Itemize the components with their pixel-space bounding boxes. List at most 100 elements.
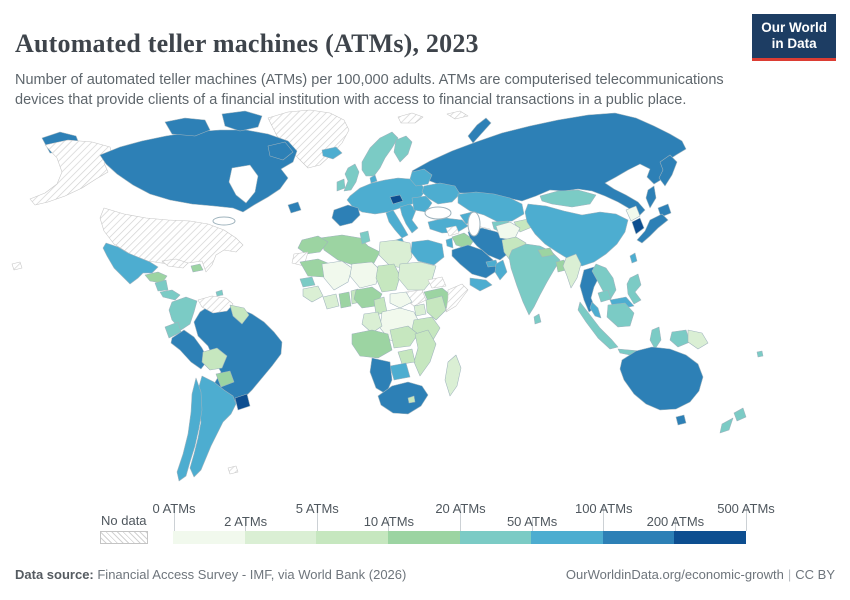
region-mexico[interactable] [102, 242, 159, 285]
region-ivory-coast[interactable] [322, 293, 340, 310]
region-canada-arctic-1[interactable] [164, 117, 211, 137]
legend-bin-3[interactable]: 10 ATMs [364, 514, 460, 544]
region-egypt[interactable] [410, 239, 445, 266]
region-kenya[interactable] [425, 295, 447, 321]
region-oman[interactable] [494, 259, 508, 281]
legend-bin-7[interactable]: 200 ATMs 500 ATMs [647, 501, 775, 544]
region-japan-hokkaido[interactable] [657, 203, 672, 218]
region-chile[interactable] [176, 377, 203, 482]
region-fiji[interactable] [756, 350, 764, 358]
region-hawaii[interactable] [11, 261, 23, 271]
region-uruguay[interactable] [234, 393, 251, 411]
legend-bin-5[interactable]: 50 ATMs [507, 514, 603, 544]
region-malawi-mozambique[interactable] [413, 329, 437, 377]
region-ukraine[interactable] [421, 182, 461, 205]
region-paraguay[interactable] [215, 370, 235, 388]
region-uganda[interactable] [413, 303, 427, 317]
region-turkey[interactable] [427, 217, 469, 234]
region-south-africa[interactable] [377, 381, 429, 415]
region-guyanas[interactable] [229, 304, 250, 325]
region-new-zealand-south[interactable] [719, 417, 734, 434]
region-denmark[interactable] [369, 174, 378, 184]
region-central-african-republic[interactable] [389, 291, 413, 309]
region-baltics-belarus[interactable] [409, 168, 433, 187]
region-sri-lanka[interactable] [533, 313, 542, 325]
region-morocco[interactable] [297, 235, 329, 255]
region-canada-arctic-2[interactable] [221, 110, 263, 132]
region-somalia[interactable] [445, 283, 469, 313]
region-ghana[interactable] [338, 291, 352, 309]
region-congo-gabon[interactable] [361, 311, 383, 334]
region-finland[interactable] [393, 135, 413, 163]
region-romania-bulgaria[interactable] [411, 195, 433, 213]
region-mongolia[interactable] [539, 189, 597, 208]
legend-bin-1[interactable]: 2 ATMs [224, 514, 317, 544]
region-australia[interactable] [619, 346, 704, 411]
legend-bin-0[interactable]: 0 ATMs [152, 501, 245, 544]
region-algeria[interactable] [319, 234, 381, 267]
region-kamchatka[interactable] [658, 154, 678, 187]
region-sakhalin[interactable] [645, 185, 657, 209]
region-guatemala-honduras[interactable] [144, 271, 168, 284]
region-ireland[interactable] [336, 178, 346, 192]
region-senegal[interactable] [299, 276, 316, 288]
region-zambia[interactable] [389, 325, 419, 349]
region-tasmania[interactable] [675, 414, 687, 426]
region-afghanistan[interactable] [495, 221, 521, 241]
region-hispaniola[interactable] [190, 263, 204, 273]
legend-bin-4[interactable]: 20 ATMs [435, 501, 532, 544]
region-guinea-region[interactable] [302, 285, 324, 303]
region-tunisia[interactable] [359, 230, 371, 245]
region-botswana[interactable] [389, 362, 411, 381]
region-franz-josef[interactable] [446, 110, 469, 120]
region-zimbabwe[interactable] [397, 348, 416, 365]
region-sulawesi[interactable] [649, 326, 662, 350]
region-israel-jordan[interactable] [445, 237, 454, 249]
region-angola[interactable] [351, 329, 393, 359]
region-svalbard[interactable] [397, 112, 424, 124]
region-austria[interactable] [389, 194, 404, 205]
region-new-zealand-north[interactable] [733, 407, 747, 422]
region-myanmar[interactable] [562, 253, 582, 289]
region-nicaragua[interactable] [154, 279, 169, 292]
region-syria[interactable] [445, 225, 460, 237]
region-cambodia[interactable] [597, 289, 612, 303]
region-alaska[interactable] [29, 139, 114, 206]
region-india[interactable] [508, 243, 561, 316]
region-iberia[interactable] [331, 204, 361, 227]
region-bolivia[interactable] [201, 347, 228, 371]
region-italy[interactable] [385, 209, 409, 239]
footer-url[interactable]: OurWorldinData.org/economic-growth [565, 567, 784, 582]
region-newfoundland[interactable] [287, 201, 302, 214]
owid-logo[interactable]: Our World in Data [752, 14, 836, 61]
region-china[interactable] [524, 203, 629, 267]
legend-bin-6[interactable]: 100 ATMs [575, 501, 675, 544]
region-canada[interactable] [99, 129, 298, 213]
region-chad[interactable] [375, 263, 401, 293]
region-colombia[interactable] [168, 296, 198, 331]
region-japan-honshu[interactable] [636, 213, 669, 244]
region-uk[interactable] [343, 163, 360, 192]
region-yemen[interactable] [469, 277, 493, 292]
region-mali[interactable] [321, 260, 353, 291]
region-russia[interactable] [411, 112, 687, 217]
region-malaysia-peninsula[interactable] [589, 301, 602, 319]
region-norway-sweden[interactable] [361, 131, 399, 177]
region-lesotho[interactable] [407, 395, 416, 404]
region-taiwan[interactable] [629, 252, 638, 264]
region-eritrea-djibouti[interactable] [427, 276, 447, 289]
region-madagascar[interactable] [444, 354, 462, 397]
region-kazakhstan[interactable] [457, 191, 525, 223]
region-iceland[interactable] [321, 146, 343, 160]
region-falkland-islands[interactable] [227, 465, 239, 475]
region-venezuela[interactable] [197, 295, 234, 314]
region-canada-arctic-3[interactable] [267, 141, 294, 161]
region-novaya-zemlya[interactable] [467, 117, 492, 144]
region-libya[interactable] [378, 239, 413, 269]
region-cuba[interactable] [161, 258, 189, 269]
region-niger[interactable] [349, 261, 381, 289]
region-west-papua[interactable] [669, 329, 691, 348]
region-borneo-indonesia[interactable] [606, 302, 635, 328]
legend-bin-2[interactable]: 5 ATMs [296, 501, 388, 544]
region-philippines[interactable] [626, 273, 642, 305]
